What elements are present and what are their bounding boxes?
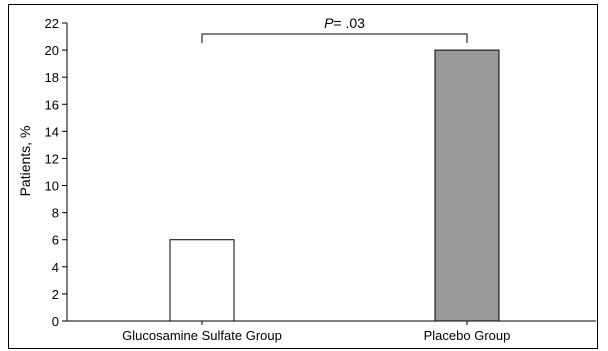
y-tick-label: 14 [45, 124, 59, 139]
x-tick-label: Glucosamine Sulfate Group [122, 328, 282, 343]
chart-frame [8, 4, 598, 349]
y-tick-label: 20 [45, 43, 59, 58]
y-tick-label: 2 [52, 287, 59, 302]
y-ticks: 0 2 4 6 8 10 12 14 16 18 20 22 [45, 16, 67, 329]
p-symbol: P [324, 15, 334, 31]
y-tick-label: 18 [45, 70, 59, 85]
y-tick-label: 16 [45, 97, 59, 112]
significance-annotation: P= .03 [201, 15, 468, 43]
bar-2 [434, 49, 500, 322]
x-tick-labels: Glucosamine Sulfate Group Placebo Group [122, 321, 510, 343]
y-tick-label: 4 [52, 260, 59, 275]
bar-1 [169, 239, 235, 322]
y-tick-label: 12 [45, 151, 59, 166]
y-axis [66, 23, 596, 322]
y-tick-label: 8 [52, 206, 59, 221]
bars [169, 49, 500, 322]
y-tick-label: 0 [52, 314, 59, 329]
y-tick-label: 6 [52, 233, 59, 248]
y-tick-label: 10 [45, 179, 59, 194]
y-axis-label: Patients, % [17, 126, 33, 197]
y-tick-label: 22 [45, 16, 59, 31]
significance-bracket [201, 33, 468, 43]
x-tick-label: Placebo Group [424, 328, 511, 343]
p-value-label: P= .03 [324, 15, 365, 31]
p-value: = .03 [333, 15, 365, 31]
